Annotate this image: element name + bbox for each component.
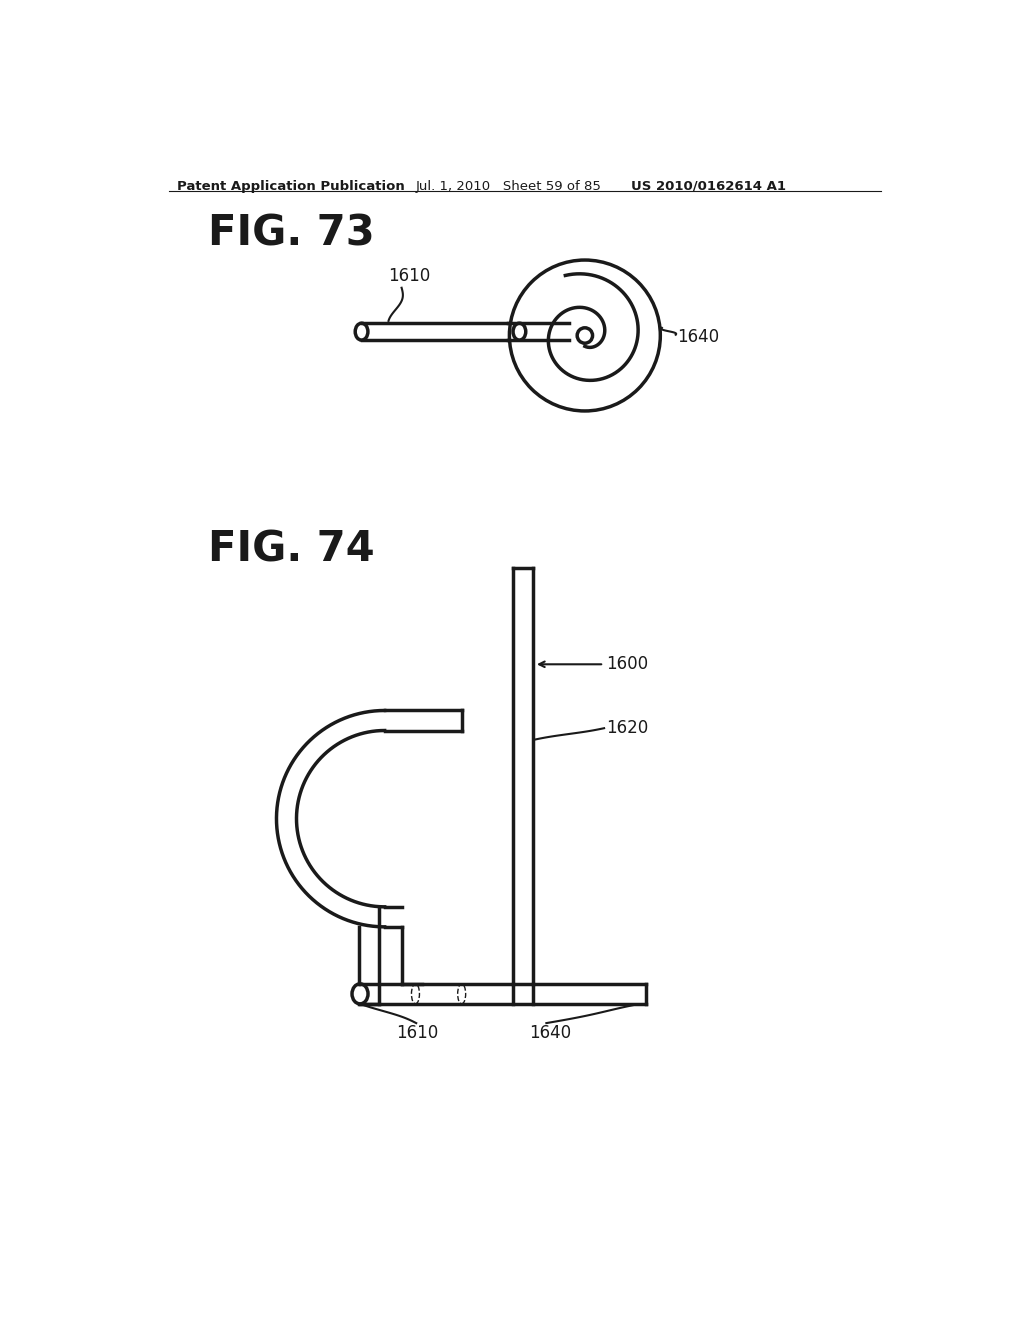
Text: 1610: 1610 — [388, 268, 431, 285]
Text: 1620: 1620 — [606, 719, 648, 737]
Text: FIG. 73: FIG. 73 — [208, 213, 375, 255]
Text: 1600: 1600 — [606, 655, 648, 673]
Text: 1610: 1610 — [396, 1024, 438, 1041]
Text: Patent Application Publication: Patent Application Publication — [177, 180, 404, 193]
Text: 1640: 1640 — [529, 1024, 571, 1041]
Text: Jul. 1, 2010   Sheet 59 of 85: Jul. 1, 2010 Sheet 59 of 85 — [416, 180, 601, 193]
Text: FIG. 74: FIG. 74 — [208, 528, 374, 570]
Text: US 2010/0162614 A1: US 2010/0162614 A1 — [631, 180, 786, 193]
Text: 1640: 1640 — [677, 329, 720, 346]
